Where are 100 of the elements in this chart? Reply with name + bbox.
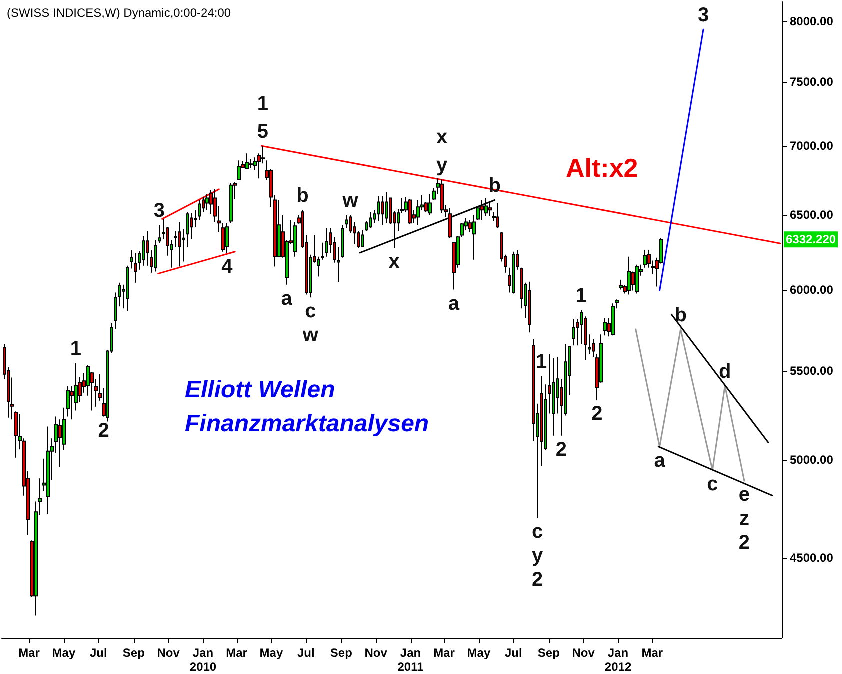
candlestick	[512, 251, 515, 294]
candlestick	[428, 194, 432, 216]
x-tick-label: Mar	[18, 646, 40, 660]
candlestick	[325, 228, 328, 258]
annotation: c	[305, 300, 316, 323]
candlestick	[416, 200, 420, 226]
annotation: d	[719, 360, 732, 383]
annotation: 1	[257, 93, 269, 116]
x-tick-label: Jul	[90, 646, 108, 660]
x-tick-label: Nov	[157, 646, 180, 660]
candlestick	[205, 194, 209, 211]
annotation: a	[654, 450, 666, 472]
annotation: c	[707, 473, 718, 496]
annotation: z	[739, 508, 750, 530]
candlestick	[198, 200, 201, 221]
candlestick	[611, 303, 615, 336]
candlestick	[66, 385, 70, 418]
text: 6332.220	[786, 232, 836, 247]
candlestick	[627, 256, 631, 296]
annotation: Elliott Wellen	[185, 376, 336, 404]
candlestick	[635, 264, 639, 294]
x-tick-label: Sep	[122, 646, 145, 660]
x-tick-label: May	[260, 646, 284, 660]
candlestick	[14, 411, 18, 458]
candlestick	[46, 426, 50, 515]
x-tick-label: May	[467, 646, 491, 660]
annotation: 2	[592, 403, 603, 426]
candlestick	[186, 212, 189, 248]
x-tick-label: Mar	[642, 646, 664, 660]
x-tick-label: Jul	[297, 646, 315, 660]
candlestick	[588, 334, 591, 355]
annotation: c	[532, 521, 544, 544]
annotation: 2	[738, 532, 750, 554]
candlestick	[229, 182, 233, 224]
x-tick-label: Jan 2012	[604, 646, 632, 674]
annotation: 5	[257, 121, 269, 144]
candlestick	[134, 252, 137, 284]
y-tick-label: 5500.00	[790, 364, 834, 378]
y-tick-label: 7500.00	[790, 74, 834, 89]
candlestick	[341, 224, 344, 258]
candlestick	[321, 242, 324, 260]
candlestick	[154, 240, 157, 272]
candlestick	[552, 358, 555, 436]
candlestick	[337, 246, 340, 283]
annotation: 4	[222, 256, 234, 278]
candlestick	[126, 265, 129, 312]
candlestick	[643, 249, 647, 268]
candlestick	[178, 222, 181, 268]
annotation: 2	[556, 438, 567, 461]
candlestick	[440, 179, 444, 214]
annotation: y	[436, 154, 448, 177]
candlestick	[572, 318, 575, 346]
candlestick	[619, 279, 623, 290]
y-tick-label: 5000.00	[790, 452, 834, 467]
candlestick	[496, 202, 499, 229]
x-tick-label: Jul	[504, 646, 522, 660]
y-tick-label: 8000.00	[790, 14, 834, 29]
y-tick-label: 4500.00	[790, 551, 834, 566]
candlestick	[377, 196, 380, 222]
candlestick	[603, 318, 607, 336]
x-tick-label: Nov	[572, 646, 596, 660]
annotation: 3	[154, 200, 166, 222]
candlestick	[158, 224, 161, 244]
x-tick-label: Mar	[226, 646, 248, 660]
x-tick-label: Nov	[364, 646, 388, 660]
candlestick	[293, 222, 297, 258]
y-tick-label: 7000.00	[790, 139, 834, 154]
candlestick	[345, 214, 348, 229]
candlestick	[488, 202, 492, 217]
annotation: x	[436, 126, 448, 149]
candlestick	[114, 292, 117, 330]
candlestick	[369, 212, 372, 229]
candlestick	[448, 208, 452, 239]
candlestick	[528, 281, 531, 334]
candlestick	[146, 230, 149, 266]
candlestick	[472, 214, 476, 260]
annotation: y	[532, 545, 544, 568]
candlestick	[118, 282, 121, 308]
x-tick-label: Mar	[434, 646, 456, 660]
annotation: w	[302, 324, 319, 347]
annotation: w	[342, 190, 359, 212]
candlestick	[385, 192, 388, 224]
candlestick	[130, 249, 133, 270]
annotation: Alt:x2	[566, 153, 638, 183]
annotation: b	[296, 185, 309, 208]
candlestick	[225, 222, 229, 254]
annotation: 1	[536, 351, 548, 374]
annotation: x	[388, 251, 400, 274]
x-tick-label: Sep	[330, 646, 352, 660]
annotation: b	[674, 304, 687, 326]
chart-title: (SWISS INDICES,W) Dynamic,0:00-24:00	[7, 6, 232, 20]
candlestick	[245, 153, 249, 169]
annotation: 1	[576, 285, 587, 308]
candlestick	[408, 198, 412, 225]
annotation: Finanzmarktanalysen	[185, 410, 430, 438]
annotation: e	[738, 484, 750, 506]
annotation: a	[281, 288, 294, 310]
candlestick	[237, 160, 241, 182]
annotation: 1	[70, 338, 82, 360]
y-tick-label: 6500.00	[790, 208, 834, 222]
